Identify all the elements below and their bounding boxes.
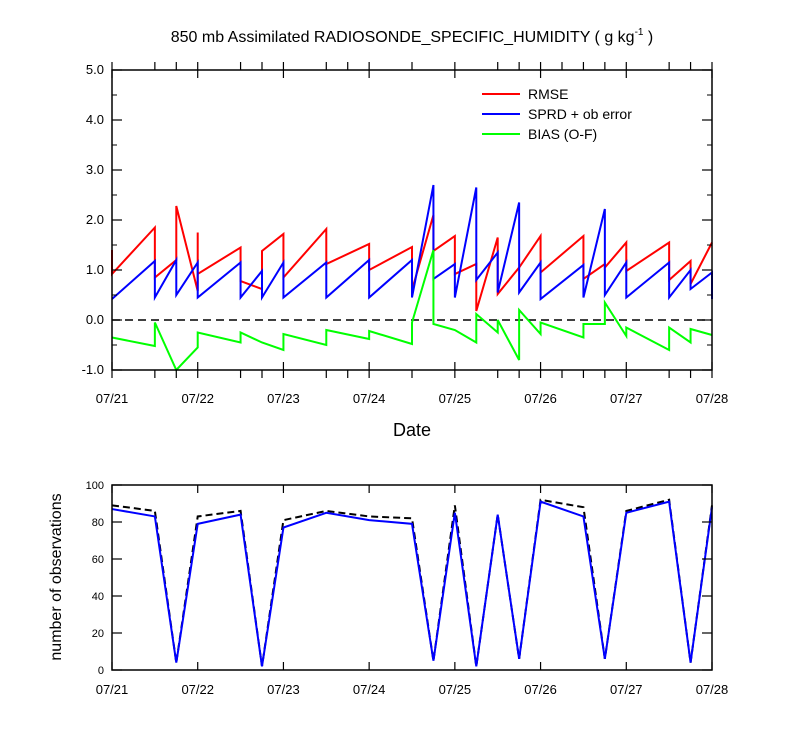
bottom-chart: 0 20 40 60 80 100 07/21 07/22 07/23 07/24 07/25 07/… [86,480,729,697]
y-tick-label: 4.0 [86,112,104,127]
y-tick-label: 0 [98,665,104,677]
y-tick-label: 0.0 [86,312,104,327]
y-tick-label: 2.0 [86,212,104,227]
y-tick-label: 20 [92,628,104,640]
top-x-axis-label: Date [393,420,431,440]
x-tick-label: 07/27 [610,682,643,697]
series-line-sprd-ob-error [111,184,713,302]
y-tick-label: 60 [92,554,104,566]
x-tick-label: 07/24 [353,682,386,697]
series-line-bias-o-f [111,249,713,372]
y-tick-label: 3.0 [86,162,104,177]
legend-label: RMSE [528,86,568,102]
x-tick-label: 07/26 [524,391,557,406]
legend-label: BIAS (O-F) [528,126,597,142]
chart-title-suffix: ) [643,29,653,46]
x-tick-label: 07/21 [96,391,129,406]
x-tick-label: 07/21 [96,682,129,697]
x-tick-label: 07/28 [696,391,729,406]
x-tick-label: 07/25 [439,391,472,406]
y-tick-label: 80 [92,517,104,529]
y-tick-label: 5.0 [86,62,104,77]
plot-frame [111,484,713,671]
top-chart: -1.0 0.0 1.0 2.0 3.0 4.0 5.0 07/21 07/22 07/23 07/… [82,62,729,406]
bottom-y-axis-label: number of observations [48,493,65,660]
chart-title-superscript: -1 [635,27,644,38]
y-tick-label: 1.0 [86,262,104,277]
series-line-used-observations [111,500,713,667]
chart-title: 850 mb Assimilated RADIOSONDE_SPECIFIC_H… [171,27,654,46]
x-tick-label: 07/27 [610,391,643,406]
x-tick-label: 07/22 [181,682,214,697]
x-tick-label: 07/28 [696,682,729,697]
x-tick-label: 07/23 [267,391,300,406]
x-tick-label: 07/25 [439,682,472,697]
legend-label: SPRD + ob error [528,106,632,122]
y-tick-label: -1.0 [82,362,104,377]
y-tick-label: 40 [92,591,104,603]
x-tick-label: 07/24 [353,391,386,406]
y-tick-label: 100 [86,480,104,492]
x-tick-label: 07/23 [267,682,300,697]
x-tick-label: 07/26 [524,682,557,697]
x-tick-label: 07/22 [181,391,214,406]
chart-title-main: 850 mb Assimilated RADIOSONDE_SPECIFIC_H… [171,29,635,46]
